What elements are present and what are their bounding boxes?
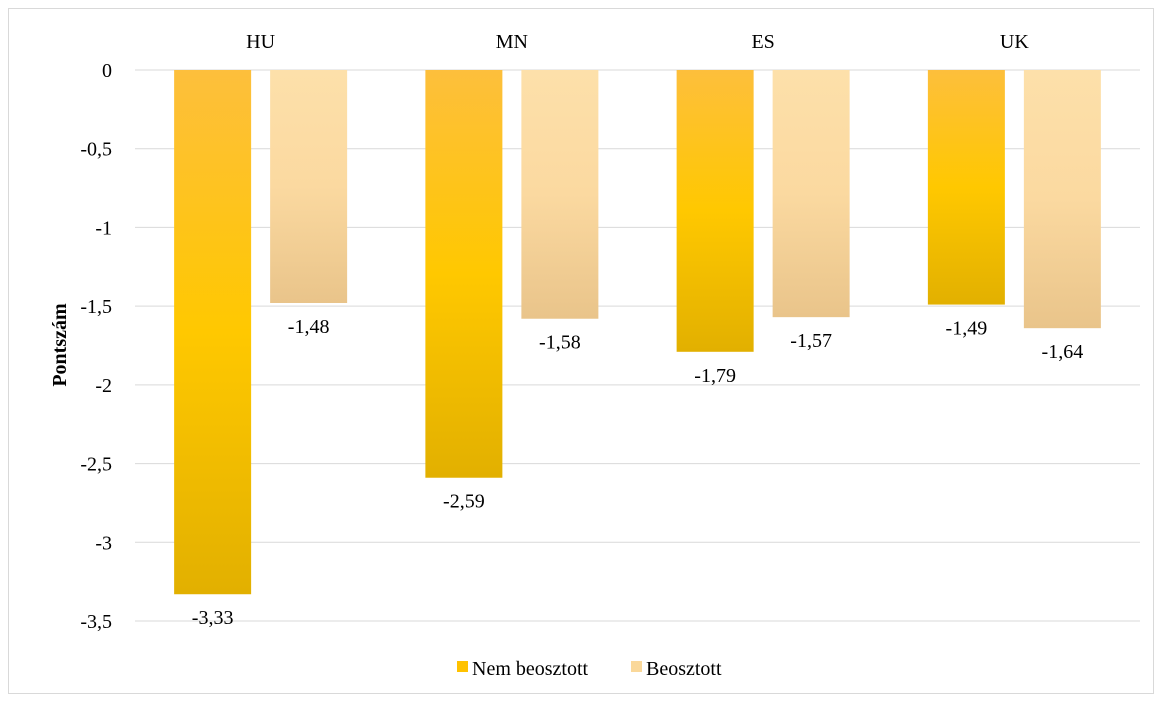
y-tick-label: -1,5 <box>80 296 112 318</box>
category-label-mn: MN <box>496 31 528 53</box>
bar-hu-beosztott <box>270 70 348 303</box>
y-tick-label: -2,5 <box>80 454 112 476</box>
y-tick-label: -0,5 <box>80 139 112 161</box>
y-tick-label: -3 <box>95 532 112 554</box>
category-axis: HU MN ES UK <box>246 31 1029 53</box>
data-label: -2,59 <box>443 491 485 513</box>
bar-es-nem-beosztott <box>676 70 754 352</box>
y-axis-title: Pontszám <box>49 303 71 387</box>
bar-uk-beosztott <box>1023 70 1101 329</box>
bar-uk-nem-beosztott <box>927 70 1005 305</box>
data-label: -3,33 <box>192 607 234 629</box>
legend-swatch-beosztott <box>631 661 642 672</box>
legend: Nem beosztott Beosztott <box>457 658 722 680</box>
bar-hu-nem-beosztott <box>174 70 252 595</box>
bar-mn-beosztott <box>521 70 599 319</box>
y-axis-ticks: 0 -0,5 -1 -1,5 -2 -2,5 -3 -3,5 <box>80 60 112 633</box>
y-tick-label: -2 <box>95 375 112 397</box>
y-tick-label: -3,5 <box>80 611 112 633</box>
data-label: -1,79 <box>694 365 736 387</box>
data-label: -1,57 <box>790 330 832 352</box>
category-label-hu: HU <box>246 31 275 53</box>
data-label: -1,48 <box>288 316 330 338</box>
legend-label-beosztott: Beosztott <box>646 658 722 680</box>
data-labels: -3,33 -1,48 -2,59 -1,58 -1,79 -1,57 -1,49 -1,64 <box>192 316 1083 629</box>
bars <box>174 70 1101 595</box>
data-label: -1,64 <box>1042 341 1084 363</box>
y-tick-label: 0 <box>102 60 112 82</box>
category-label-uk: UK <box>1000 31 1029 53</box>
data-label: -1,49 <box>946 318 988 340</box>
data-label: -1,58 <box>539 332 581 354</box>
legend-label-nem-beosztott: Nem beosztott <box>472 658 589 680</box>
bar-es-beosztott <box>772 70 850 318</box>
y-tick-label: -1 <box>95 217 112 239</box>
category-label-es: ES <box>751 31 774 53</box>
legend-swatch-nem-beosztott <box>457 661 468 672</box>
bar-mn-nem-beosztott <box>425 70 503 478</box>
